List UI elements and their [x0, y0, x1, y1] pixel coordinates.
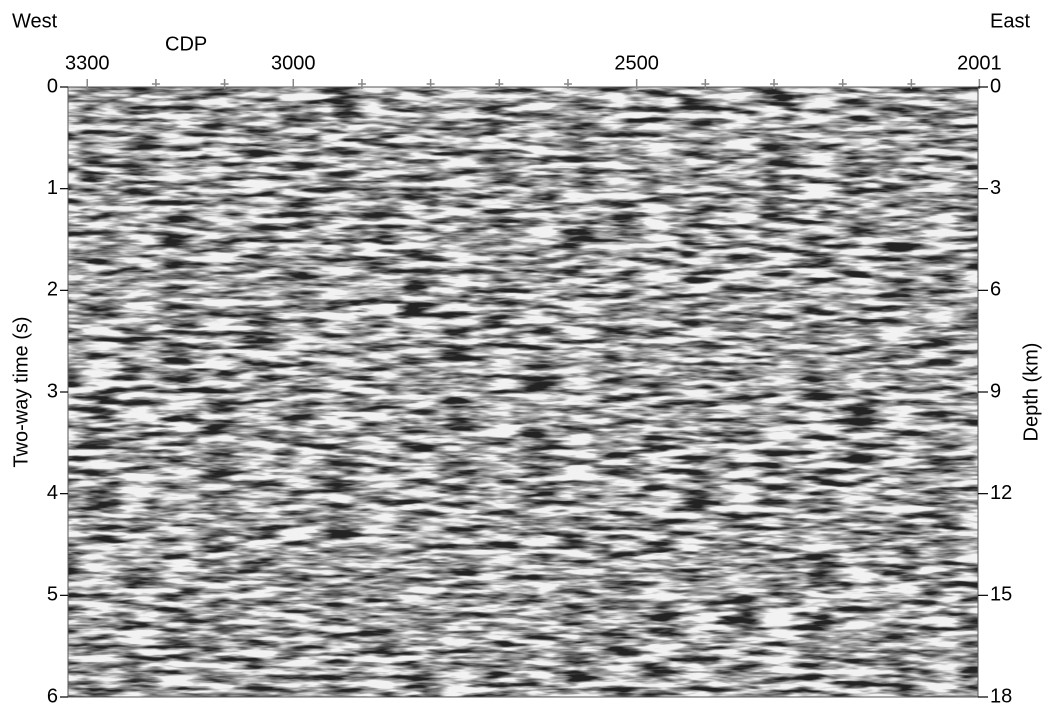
- seismic-texture: [68, 87, 978, 697]
- x-axis-title: CDP: [165, 33, 207, 55]
- y2-tick-label: 12: [990, 482, 1012, 504]
- y-tick-label: 0: [47, 75, 58, 97]
- y2-tick-label: 6: [990, 279, 1001, 301]
- y2-axis-title: Depth (km): [1020, 343, 1042, 442]
- seismic-image: [68, 87, 978, 697]
- west-label: West: [12, 10, 58, 32]
- y-tick-label: 3: [47, 380, 58, 402]
- y2-tick-label: 9: [990, 380, 1001, 402]
- y2-tick-label: 15: [990, 584, 1012, 606]
- x-tick-label: 3300: [65, 52, 110, 74]
- east-label: East: [990, 10, 1030, 32]
- y-tick-label: 1: [47, 177, 58, 199]
- y2-tick-label: 18: [990, 685, 1012, 707]
- y2-tick-label: 0: [990, 75, 1001, 97]
- y-tick-label: 6: [47, 685, 58, 707]
- x-tick-label: 2500: [614, 52, 659, 74]
- y-tick-label: 4: [47, 482, 58, 504]
- x-tick-label: 2001: [957, 52, 1002, 74]
- y-tick-label: 2: [47, 279, 58, 301]
- y-axis-title: Two-way time (s): [10, 316, 32, 467]
- x-tick-label: 3000: [271, 52, 316, 74]
- y2-tick-label: 3: [990, 177, 1001, 199]
- y-tick-label: 5: [47, 584, 58, 606]
